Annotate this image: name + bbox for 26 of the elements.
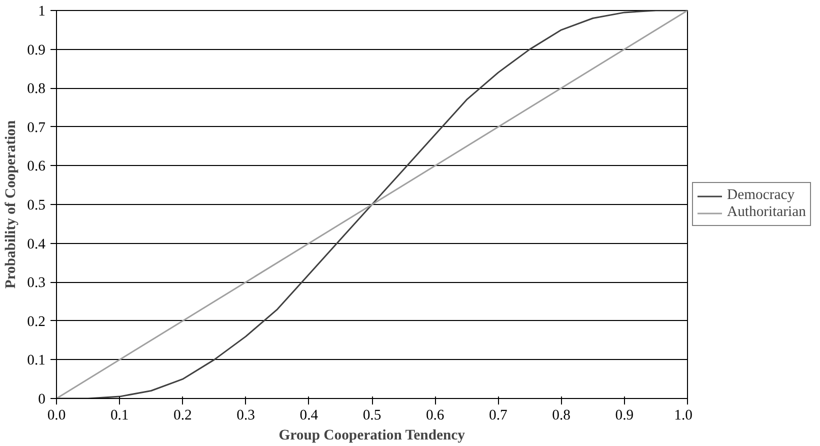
y-tick-label: 0.3	[27, 275, 46, 292]
x-tick-label: 0.5	[362, 408, 382, 424]
y-tick-label: 0.9	[27, 42, 46, 58]
x-tick-label: 0.4	[300, 408, 319, 424]
x-tick-label: 0.8	[552, 408, 570, 424]
legend-label: Authoritarian	[727, 204, 806, 221]
x-tick-label: 0.1	[110, 408, 129, 424]
y-axis-title: Probability of Cooperation	[3, 120, 20, 289]
x-tick-label: 0.6	[426, 408, 444, 424]
x-tick-label: 1.0	[674, 408, 693, 424]
y-tick-label: 0.4	[27, 236, 46, 252]
x-tick-label: 0.7	[489, 408, 508, 424]
legend-label: Democracy	[727, 187, 795, 204]
y-tick-label: 0.1	[27, 352, 46, 369]
x-tick-label: 0.3	[236, 408, 255, 424]
x-tick-label: 0.9	[615, 408, 634, 424]
y-tick-label: 0.8	[27, 81, 46, 98]
y-tick-label: 0.2	[27, 314, 46, 330]
y-tick-label: 0	[38, 392, 46, 408]
x-axis-title: Group Cooperation Tendency	[278, 428, 466, 444]
x-tick-label: 0.0	[47, 408, 66, 424]
y-tick-label: 0.7	[27, 120, 46, 136]
x-tick-label: 0.2	[174, 408, 192, 424]
y-tick-label: 0.5	[27, 198, 46, 214]
y-tick-label: 1	[38, 4, 46, 20]
y-tick-label: 0.6	[27, 158, 46, 175]
